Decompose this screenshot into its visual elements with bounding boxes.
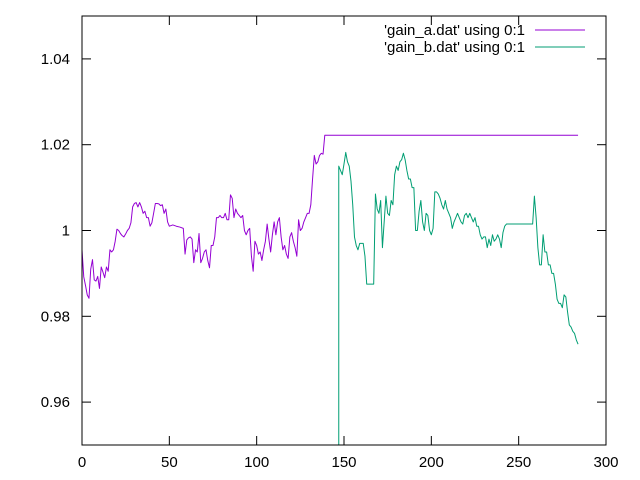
x-tick-label: 150 <box>331 454 356 471</box>
legend-label-1: 'gain_a.dat' using 0:1 <box>384 22 525 39</box>
legend-label-2: 'gain_b.dat' using 0:1 <box>384 39 525 56</box>
x-tick-label: 300 <box>593 454 618 471</box>
legend: 'gain_a.dat' using 0:1'gain_b.dat' using… <box>384 22 585 56</box>
y-tick-label: 1.04 <box>41 51 70 68</box>
y-tick-label: 1.02 <box>41 137 70 154</box>
y-tick-label: 0.96 <box>41 394 70 411</box>
series-line-1 <box>82 134 579 299</box>
x-tick-label: 250 <box>506 454 531 471</box>
series-line-2 <box>338 151 579 445</box>
x-tick-label: 100 <box>244 454 269 471</box>
x-tick-label: 0 <box>78 454 86 471</box>
plot-marks <box>82 134 579 445</box>
axes: 0 50 100 150 200 250 300 0.96 0.98 1 1.02 1.04 <box>41 16 619 471</box>
x-tick-label: 200 <box>419 454 444 471</box>
x-tick-label: 50 <box>161 454 178 471</box>
y-tick-label: 0.98 <box>41 308 70 325</box>
y-tick-label: 1 <box>62 223 70 240</box>
